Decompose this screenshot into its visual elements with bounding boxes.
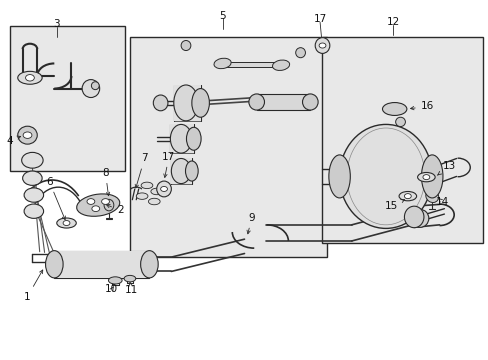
Text: 15: 15	[385, 199, 404, 211]
Ellipse shape	[185, 161, 198, 181]
Bar	[54, 251, 149, 278]
Ellipse shape	[404, 206, 423, 228]
Ellipse shape	[339, 125, 431, 228]
Ellipse shape	[181, 41, 190, 50]
Ellipse shape	[157, 181, 171, 197]
Bar	[130, 37, 327, 257]
Ellipse shape	[136, 193, 148, 199]
Ellipse shape	[328, 155, 349, 198]
Bar	[321, 37, 483, 243]
Bar	[222, 62, 281, 67]
Ellipse shape	[425, 190, 438, 203]
Ellipse shape	[148, 198, 160, 205]
Text: 1: 1	[24, 270, 42, 302]
Text: 2: 2	[106, 204, 123, 216]
Circle shape	[422, 175, 429, 180]
Ellipse shape	[77, 194, 120, 216]
Ellipse shape	[82, 80, 100, 98]
Text: 17: 17	[162, 152, 175, 177]
Circle shape	[24, 188, 43, 202]
Text: 6: 6	[46, 177, 65, 220]
Ellipse shape	[18, 71, 42, 84]
Bar	[170, 125, 193, 153]
Ellipse shape	[382, 103, 406, 116]
Text: 16: 16	[410, 102, 433, 112]
Bar	[10, 26, 125, 171]
Circle shape	[160, 186, 167, 192]
Text: 11: 11	[124, 283, 138, 296]
Circle shape	[22, 171, 42, 185]
Text: 13: 13	[437, 161, 455, 175]
Ellipse shape	[141, 182, 153, 189]
Ellipse shape	[45, 251, 63, 278]
Circle shape	[92, 206, 100, 212]
Bar	[171, 158, 191, 184]
Ellipse shape	[398, 192, 416, 201]
Ellipse shape	[272, 60, 289, 71]
Circle shape	[87, 199, 95, 204]
Ellipse shape	[315, 38, 329, 53]
Ellipse shape	[417, 172, 434, 182]
Ellipse shape	[186, 127, 201, 150]
Circle shape	[24, 204, 43, 219]
Ellipse shape	[151, 188, 162, 195]
Ellipse shape	[141, 251, 158, 278]
Ellipse shape	[18, 126, 37, 144]
Ellipse shape	[214, 58, 231, 69]
Ellipse shape	[108, 277, 122, 284]
Text: 17: 17	[313, 14, 326, 24]
Ellipse shape	[295, 48, 305, 58]
Text: 10: 10	[105, 284, 118, 294]
Circle shape	[102, 199, 109, 204]
Ellipse shape	[248, 94, 264, 110]
Circle shape	[63, 221, 70, 226]
Text: 5: 5	[219, 11, 225, 21]
Ellipse shape	[170, 125, 191, 153]
Ellipse shape	[104, 199, 114, 211]
Ellipse shape	[421, 155, 442, 198]
Text: 8: 8	[102, 168, 109, 196]
Text: 12: 12	[386, 17, 399, 27]
Bar	[173, 85, 200, 121]
Circle shape	[319, 43, 325, 48]
Ellipse shape	[153, 95, 167, 111]
Ellipse shape	[410, 210, 428, 227]
Ellipse shape	[171, 158, 190, 184]
Ellipse shape	[173, 85, 198, 121]
Ellipse shape	[57, 218, 76, 228]
Text: 4: 4	[6, 136, 20, 145]
Circle shape	[21, 152, 43, 168]
Text: 7: 7	[135, 153, 147, 188]
Bar	[256, 94, 310, 110]
Text: 3: 3	[53, 19, 60, 29]
Ellipse shape	[395, 117, 405, 127]
Ellipse shape	[191, 89, 209, 117]
Circle shape	[404, 194, 410, 199]
Text: 9: 9	[246, 213, 255, 234]
Circle shape	[25, 75, 34, 81]
Ellipse shape	[124, 275, 136, 282]
Circle shape	[23, 132, 32, 138]
Ellipse shape	[302, 94, 318, 110]
Text: 14: 14	[434, 197, 447, 207]
Ellipse shape	[91, 82, 99, 90]
